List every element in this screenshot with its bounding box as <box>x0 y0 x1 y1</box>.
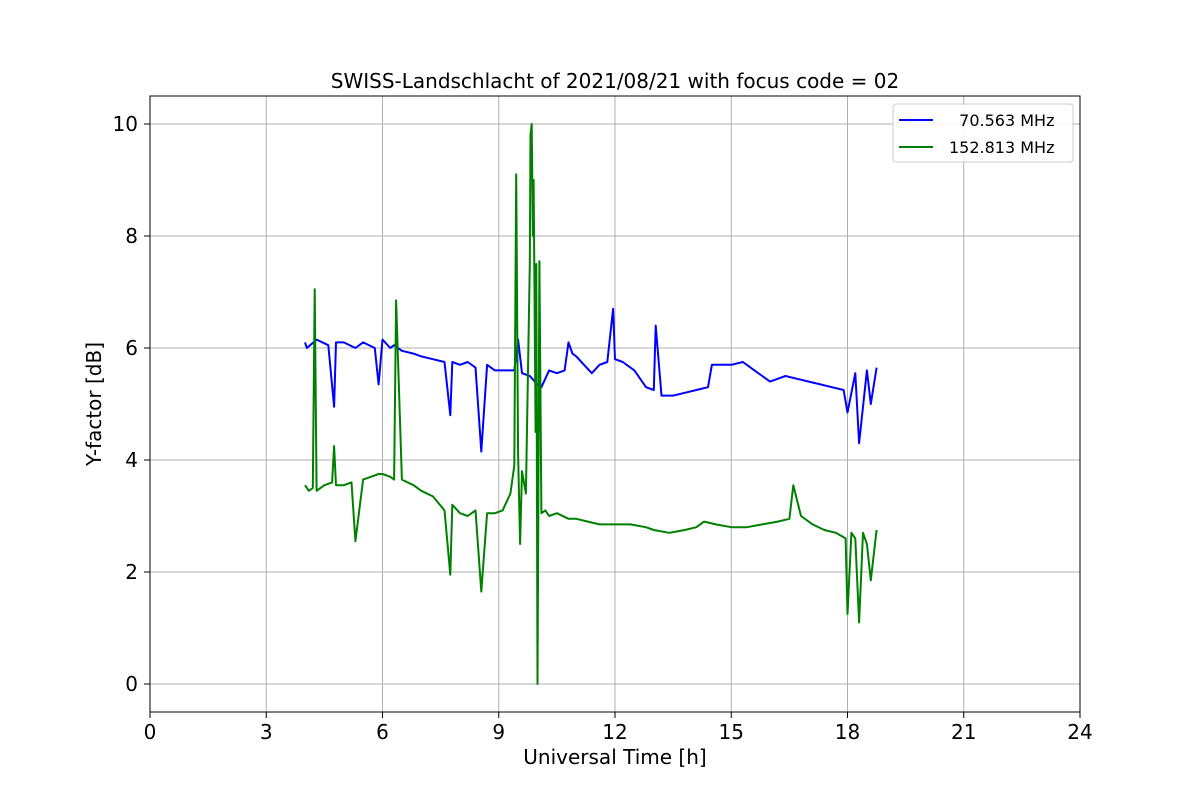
plot-area <box>304 123 878 685</box>
grid <box>149 96 1081 712</box>
x-tick-label: 3 <box>260 720 273 744</box>
chart-title: SWISS-Landschlacht of 2021/08/21 with fo… <box>331 69 899 93</box>
series-line-0 <box>304 307 878 453</box>
legend: 70.563 MHz 152.813 MHz <box>892 103 1074 163</box>
y-tick-label: 0 <box>125 672 138 696</box>
x-tick-label: 18 <box>835 720 860 744</box>
x-tick-label: 21 <box>951 720 976 744</box>
y-tick-label: 8 <box>125 224 138 248</box>
x-tick-label: 6 <box>376 720 389 744</box>
legend-label-1: 152.813 MHz <box>949 138 1054 157</box>
legend-label-0: 70.563 MHz <box>949 111 1054 130</box>
series-line-1 <box>304 123 878 685</box>
legend-box <box>892 103 1074 163</box>
y-tick-label: 2 <box>125 560 138 584</box>
x-tick-label: 12 <box>602 720 627 744</box>
x-axis-label: Universal Time [h] <box>523 745 706 769</box>
x-tick-label: 24 <box>1067 720 1092 744</box>
x-tick-label: 0 <box>144 720 157 744</box>
y-tick-label: 10 <box>113 112 138 136</box>
x-tick-label: 9 <box>492 720 505 744</box>
x-tick-label: 15 <box>719 720 744 744</box>
y-tick-label: 6 <box>125 336 138 360</box>
y-tick-label: 4 <box>125 448 138 472</box>
y-axis-label: Y-factor [dB] <box>82 342 106 467</box>
